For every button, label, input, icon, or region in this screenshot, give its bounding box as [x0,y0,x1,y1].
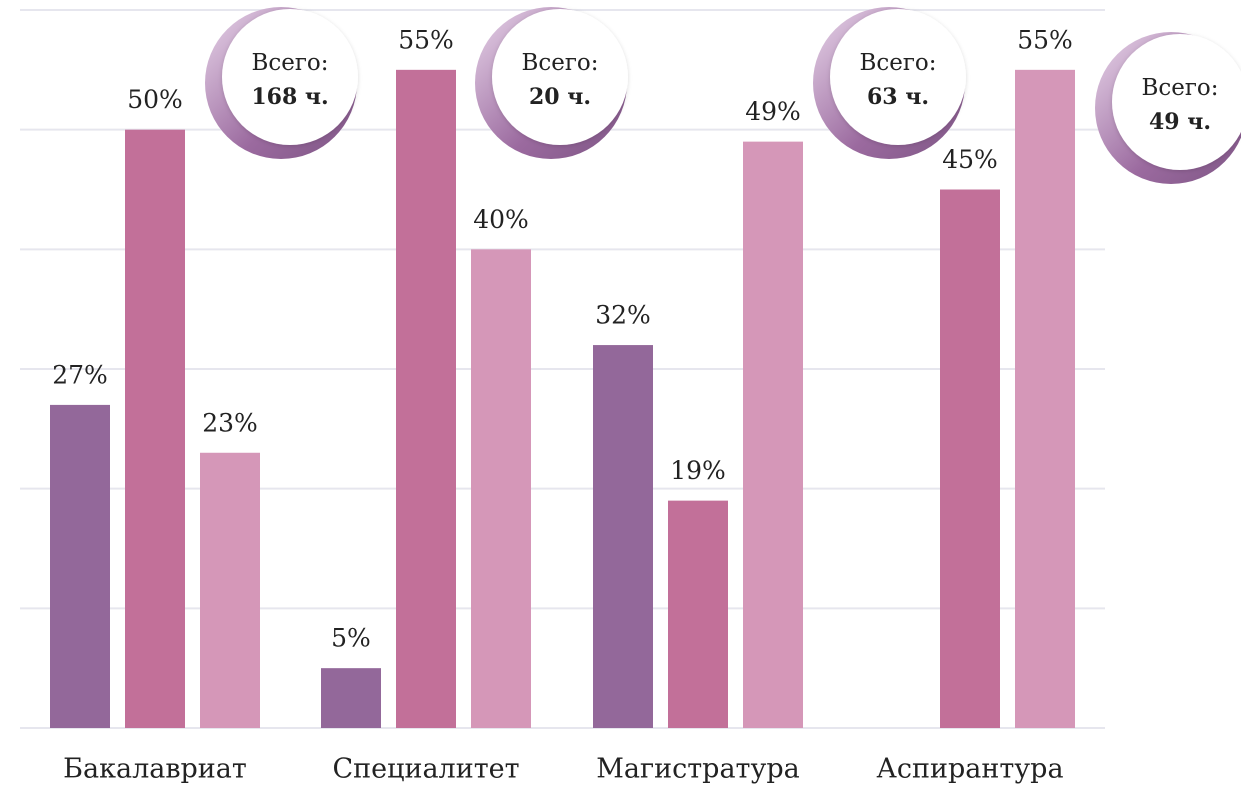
bar [125,129,185,728]
value-label: 49% [745,97,801,126]
value-label: 50% [127,85,183,114]
bar [396,69,456,729]
badge-title: Всего: [251,50,328,76]
badge-total: 168 ч. [251,84,328,110]
value-label: 5% [331,624,371,653]
value-label: 55% [398,25,454,54]
x-tick-label: Магистратура [596,754,800,785]
badge [830,9,966,145]
bar [1015,69,1075,729]
bar [471,249,531,729]
badge-total: 49 ч. [1149,109,1211,135]
value-label: 23% [202,408,258,437]
badge [222,9,358,145]
value-label: 27% [52,360,108,389]
value-label: 40% [473,205,529,234]
bar [50,404,110,728]
value-label: 55% [1017,25,1073,54]
x-tick-label: Специалитет [332,754,519,785]
badge-title: Всего: [521,50,598,76]
badge-total: 20 ч. [529,84,591,110]
x-tick-label: Бакалавриат [63,754,247,785]
value-label: 45% [942,145,998,174]
value-label: 19% [670,456,726,485]
x-tick-label: Аспирантура [876,754,1063,785]
bar [593,345,653,728]
bar [940,189,1000,728]
badge-total: 63 ч. [867,84,929,110]
bar [743,141,803,729]
badge-title: Всего: [859,50,936,76]
badge [1112,34,1241,170]
bar [668,500,728,728]
badge [492,9,628,145]
value-label: 32% [595,301,651,330]
bar [321,668,381,728]
bar [200,452,260,728]
badge-title: Всего: [1141,75,1218,101]
